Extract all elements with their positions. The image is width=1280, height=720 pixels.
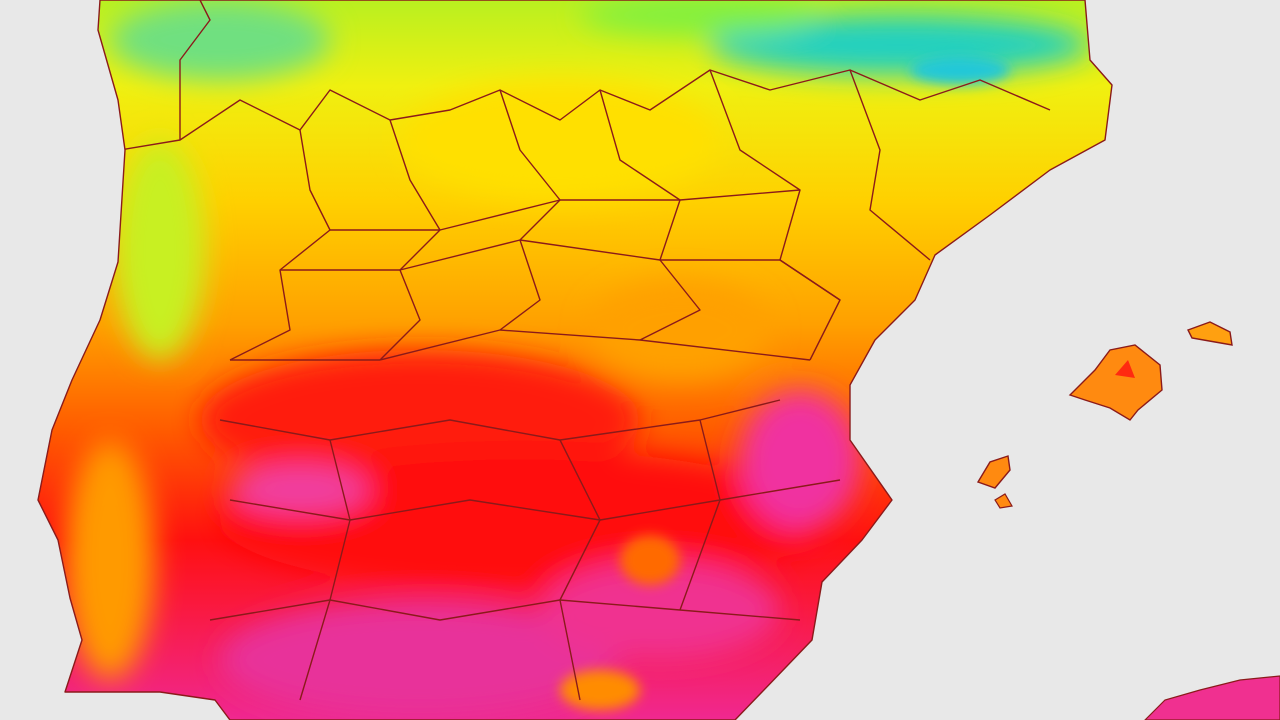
menorca <box>1187 321 1233 346</box>
province-borders <box>119 0 1051 701</box>
formentera <box>994 493 1013 509</box>
mallorca <box>1068 344 1163 421</box>
balearic-islands <box>976 321 1233 509</box>
ibiza <box>976 455 1011 489</box>
mallorca-hot-spot <box>1115 360 1135 378</box>
north-africa <box>1144 675 1280 720</box>
